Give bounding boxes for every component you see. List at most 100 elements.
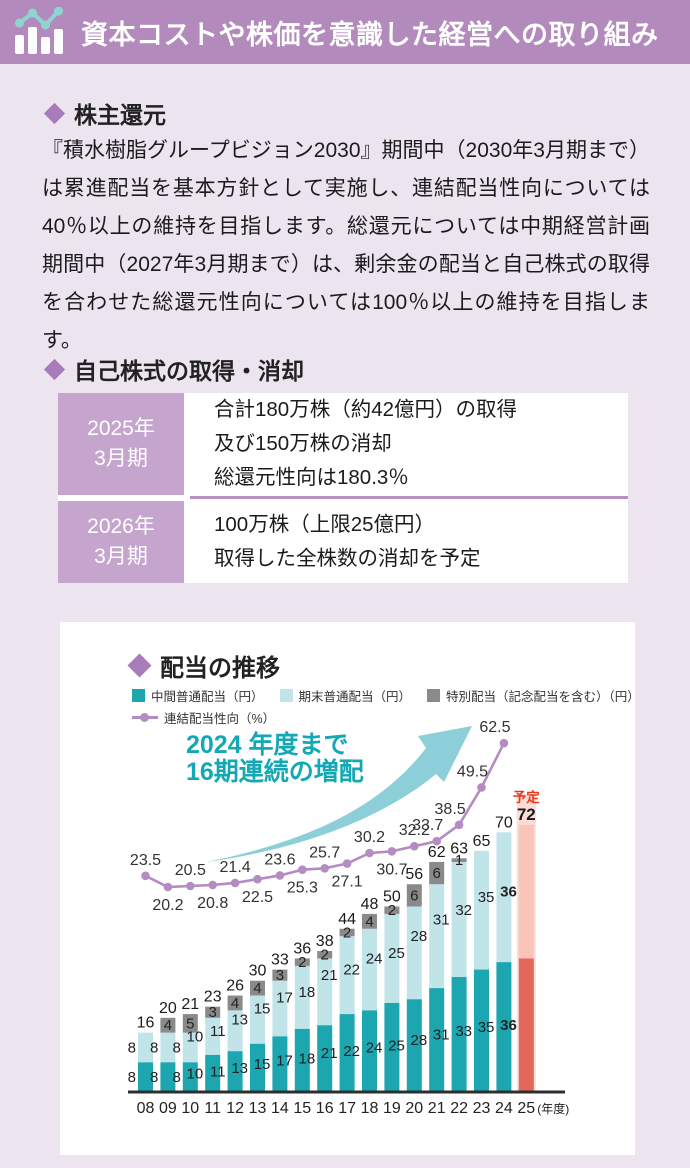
payout-ratio-label: 23.6: [264, 851, 295, 868]
interim-value-label: 28: [411, 1032, 428, 1049]
column-gap: [184, 393, 190, 495]
bar-yearend: [384, 913, 400, 1003]
yearend-value-label: 25: [388, 945, 405, 962]
bar-yearend: [205, 1017, 221, 1055]
bar-special: [362, 913, 377, 929]
yearend-value-label: 13: [231, 1012, 248, 1029]
payout-ratio-point: [499, 738, 509, 748]
bar-interim: [451, 976, 467, 1092]
interim-value-label: 11: [210, 1064, 226, 1081]
payout-ratio-point: [275, 871, 285, 880]
shareholder-paragraph: 『積水樹脂グループビジョン2030』期間中（2030年3月期まで）は累進配当を基…: [42, 139, 650, 352]
column-gap: [184, 501, 190, 583]
total-label: 30: [249, 963, 267, 980]
payout-ratio-point: [454, 820, 464, 830]
bar-interim: [406, 999, 422, 1092]
interim-value-label: 33: [455, 1023, 472, 1040]
x-tick-label: 14: [271, 1100, 289, 1117]
special-value-label: 6: [410, 887, 418, 904]
yearend-value-label: 18: [299, 984, 316, 1001]
detail-line: 及び150万株の消却: [214, 432, 392, 455]
payout-ratio-point: [477, 783, 486, 792]
payout-ratio-label: 27.1: [332, 874, 363, 891]
payout-ratio-point: [320, 864, 330, 873]
interim-value-label: 8: [172, 1069, 180, 1086]
legend-label: 中間普通配当（円）: [151, 690, 264, 704]
total-label: 62: [428, 844, 446, 861]
bar-yearend: [272, 980, 288, 1037]
special-value-label: 6: [433, 865, 441, 882]
yearend-value-label: 31: [433, 911, 450, 928]
interim-value-label: 24: [366, 1039, 383, 1056]
bar-yearend: [362, 928, 377, 1011]
chart-legend-row2: 連結配当性向（%）: [132, 708, 291, 727]
total-label: 72: [517, 805, 536, 824]
special-value-label: 4: [164, 1017, 172, 1034]
payout-ratio-point: [163, 882, 173, 892]
payout-ratio-label: 25.3: [287, 880, 318, 897]
bar-yearend: [451, 861, 467, 977]
payout-ratio-point: [387, 847, 397, 856]
annotation-line: 16期連続の増配: [186, 758, 364, 786]
diamond-bullet-icon: [43, 358, 66, 380]
special-value-label: 2: [298, 954, 306, 971]
special-value-label: 2: [321, 947, 329, 964]
payout-ratio-label: 62.5: [479, 719, 510, 736]
x-tick-label: 15: [293, 1100, 311, 1117]
payout-ratio-point: [410, 841, 419, 851]
dividend-heading: 配当の推移: [127, 648, 280, 683]
yearend-value-label: 15: [254, 1001, 271, 1018]
line-marker-icon: [132, 713, 158, 723]
interim-value-label: 15: [254, 1056, 271, 1073]
interim-value-label: 10: [187, 1065, 204, 1082]
total-label: 20: [159, 1000, 177, 1017]
bar-yearend: [182, 1032, 198, 1063]
bar-interim: [362, 1010, 377, 1092]
bar-special: [250, 980, 265, 996]
bar-chart-with-line-icon: [15, 7, 63, 54]
bar-special: [182, 1014, 198, 1033]
special-value-label: 5: [186, 1015, 194, 1032]
bar-special: [384, 906, 400, 914]
bar-interim: [317, 1025, 333, 1092]
total-label: 21: [181, 996, 199, 1013]
interim-value-label: 35: [478, 1019, 495, 1036]
bar-yearend: [518, 824, 534, 959]
special-swatch-icon: [427, 689, 441, 702]
growth-arrow-icon: [206, 726, 472, 862]
x-tick-label: 08: [137, 1100, 155, 1117]
bar-interim: [518, 958, 534, 1092]
payout-ratio-label: 20.2: [152, 897, 183, 914]
legend-item-special: 特別配当（記念配当を含む）（円）: [427, 686, 640, 705]
interim-value-label: 22: [343, 1043, 360, 1060]
payout-ratio-label: 25.7: [309, 844, 340, 861]
details-cell: 合計180万株（約42億円）の取得 及び150万株の消却 総還元性向は180.3…: [190, 393, 628, 495]
total-label: 38: [316, 933, 334, 950]
payout-ratio-point: [141, 871, 150, 881]
interim-swatch-icon: [132, 689, 145, 702]
x-tick-label: 16: [316, 1100, 334, 1117]
total-label: 48: [361, 896, 379, 913]
detail-line: 取得した全株数の消却を予定: [214, 547, 481, 570]
special-value-label: 1: [455, 852, 463, 869]
x-tick-label: 09: [159, 1100, 177, 1117]
payout-ratio-label: 22.5: [242, 889, 273, 906]
table-row: 2026年 3月期 100万株（上限25億円） 取得した全株数の消却を予定: [58, 501, 628, 583]
detail-line: 100万株（上限25億円）: [214, 513, 436, 536]
interim-value-label: 13: [231, 1060, 248, 1077]
interim-value-label: 17: [276, 1052, 293, 1069]
payout-ratio-point: [208, 880, 217, 890]
yearend-value-label: 32: [455, 902, 472, 919]
payout-ratio-point: [342, 859, 352, 868]
special-value-label: 3: [209, 1004, 217, 1021]
payout-ratio-label: 49.5: [457, 763, 488, 780]
payout-ratio-label: 21.4: [220, 859, 251, 876]
payout-ratio-label: 30.2: [354, 829, 385, 846]
special-value-label: 4: [231, 995, 239, 1012]
bar-interim: [160, 1062, 176, 1092]
total-label: 36: [293, 940, 311, 957]
total-label: 56: [405, 866, 423, 883]
bar-yearend: [160, 1032, 176, 1063]
bar-interim: [227, 1051, 243, 1092]
bar-interim: [339, 1014, 355, 1092]
